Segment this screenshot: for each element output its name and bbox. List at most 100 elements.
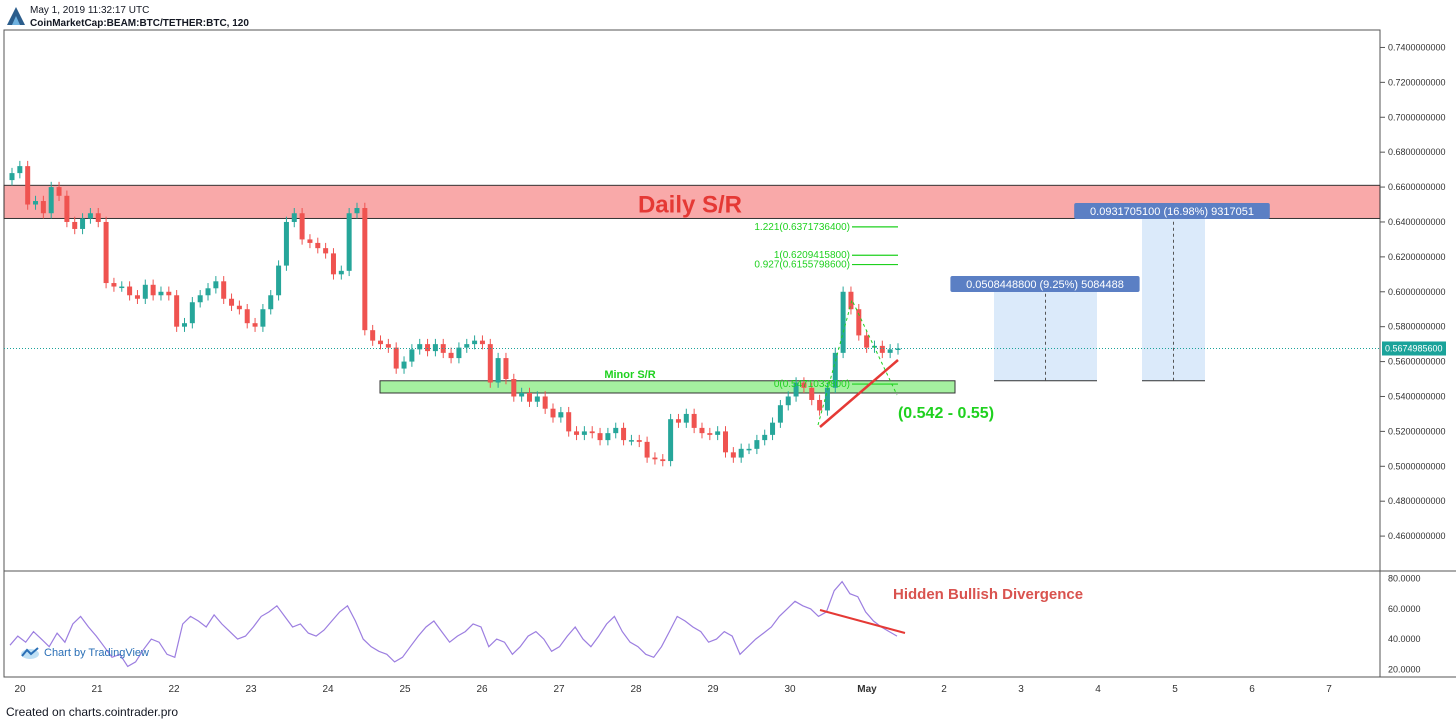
- candle-body: [205, 288, 211, 296]
- candle-body: [668, 419, 674, 462]
- fib-label: 1.221(0.6371736400): [754, 222, 850, 233]
- candle-body: [754, 440, 760, 449]
- candle-body: [440, 344, 446, 353]
- candle-body: [699, 427, 705, 434]
- candle-body: [87, 213, 93, 219]
- time-tick-label: 24: [322, 684, 334, 695]
- candle-body: [393, 347, 399, 369]
- candle-body: [472, 340, 478, 345]
- candle-body: [276, 265, 282, 296]
- candle-body: [691, 413, 697, 428]
- candle-body: [777, 405, 783, 423]
- candle-body: [432, 344, 438, 352]
- minor-sr-label: Minor S/R: [604, 369, 655, 381]
- rsi-tick-label: 20.0000: [1388, 664, 1421, 674]
- price-tick-label: 0.7200000000: [1388, 77, 1446, 87]
- current-price-tag-label: 0.5674985600: [1385, 343, 1443, 353]
- candle-body: [268, 295, 274, 310]
- candle-body: [707, 433, 713, 435]
- candle-body: [730, 452, 736, 458]
- candle-body: [746, 448, 752, 451]
- candle-body: [840, 291, 846, 353]
- price-chart[interactable]: Daily S/R Minor S/R 1.221(0.6371736400) 1(…: [0, 0, 1456, 700]
- candle-body: [487, 344, 493, 383]
- candle-body: [64, 195, 70, 222]
- candle-body: [197, 295, 203, 303]
- candle-body: [134, 295, 140, 299]
- candle-body: [652, 457, 658, 460]
- price-tick-label: 0.6400000000: [1388, 217, 1446, 227]
- candle-body: [675, 419, 681, 423]
- time-tick-label: 27: [553, 684, 565, 695]
- candle-body: [566, 412, 572, 432]
- candle-body: [511, 379, 517, 397]
- measure-2-label: 0.0931705100 (16.98%) 9317051: [1090, 206, 1254, 218]
- candle-body: [613, 427, 619, 434]
- candle-body: [181, 323, 187, 327]
- rsi-line: [9, 580, 898, 668]
- candle-body: [283, 221, 289, 266]
- measure-box-2: [1142, 218, 1205, 381]
- time-tick-label: 22: [168, 684, 180, 695]
- candle-body: [887, 349, 893, 353]
- candle-body: [519, 392, 525, 397]
- candle-body: [605, 433, 611, 441]
- time-tick-label: 20: [14, 684, 26, 695]
- time-tick-label: 4: [1095, 684, 1101, 695]
- current-price-tag: [1382, 341, 1446, 356]
- divergence-label: Hidden Bullish Divergence: [893, 586, 1083, 603]
- price-tick-label: 0.5600000000: [1388, 357, 1446, 367]
- candle-body: [817, 399, 823, 411]
- candle-body: [793, 382, 799, 397]
- candle-body: [158, 291, 164, 296]
- candle-body: [72, 221, 78, 229]
- candle-body: [479, 340, 485, 345]
- tradingview-logo-icon: [21, 647, 39, 659]
- candle-body: [762, 434, 768, 441]
- candle-body: [409, 349, 415, 362]
- candle-body: [40, 201, 46, 214]
- candle-body: [683, 413, 689, 423]
- candle-body: [244, 309, 250, 324]
- price-tick-label: 0.6600000000: [1388, 182, 1446, 192]
- candle-body: [25, 166, 31, 205]
- candle-body: [495, 358, 501, 383]
- price-tick-label: 0.6000000000: [1388, 287, 1446, 297]
- candle-body: [848, 291, 854, 310]
- chart-timestamp: May 1, 2019 11:32:17 UTC: [30, 5, 150, 16]
- chart-symbol: CoinMarketCap:BEAM:BTC/TETHER:BTC, 120: [30, 18, 249, 29]
- time-tick-label: 30: [784, 684, 796, 695]
- measure-1-label: 0.0508448800 (9.25%) 5084488: [966, 279, 1124, 291]
- candle-body: [895, 348, 901, 350]
- candle-body: [448, 352, 454, 359]
- candle-body: [189, 302, 195, 324]
- candle-body: [323, 248, 329, 254]
- time-tick-label: 21: [91, 684, 103, 695]
- candle-body: [291, 213, 297, 222]
- rising-trendline: [819, 359, 899, 428]
- candle-body: [824, 387, 830, 411]
- price-tick-label: 0.5200000000: [1388, 426, 1446, 436]
- candle-body: [464, 344, 470, 348]
- candle-body: [628, 440, 634, 442]
- candle-body: [252, 323, 258, 327]
- daily-sr-label: Daily S/R: [638, 191, 742, 218]
- price-tick-label: 0.6200000000: [1388, 252, 1446, 262]
- candle-body: [581, 431, 587, 435]
- candle-body: [229, 298, 235, 306]
- candle-body: [425, 344, 431, 352]
- candle-body: [9, 173, 15, 181]
- candle-body: [362, 208, 368, 331]
- candle-body: [80, 218, 86, 229]
- tradingview-attribution[interactable]: Chart by TradingView: [20, 646, 149, 660]
- candle-body: [236, 305, 242, 310]
- candle-body: [378, 340, 384, 345]
- price-tick-label: 0.4800000000: [1388, 496, 1446, 506]
- candle-body: [354, 208, 360, 214]
- candle-body: [127, 286, 133, 296]
- time-tick-label: 29: [707, 684, 719, 695]
- candle-body: [809, 387, 815, 400]
- rsi-tick-label: 80.0000: [1388, 574, 1421, 584]
- candle-body: [103, 221, 109, 284]
- time-tick-label: 26: [476, 684, 488, 695]
